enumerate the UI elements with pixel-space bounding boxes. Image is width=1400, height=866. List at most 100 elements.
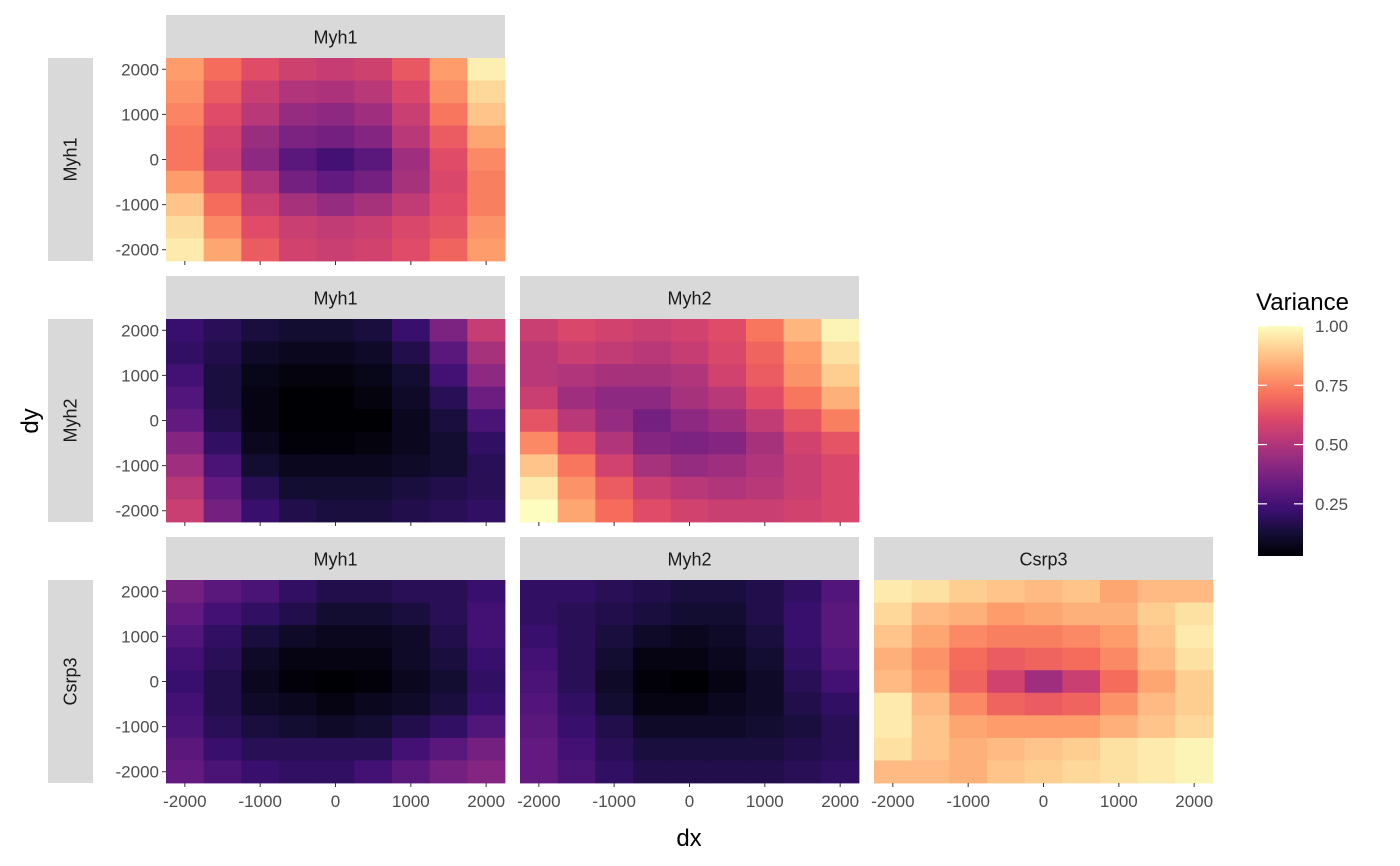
heatmap-tile (392, 103, 431, 127)
heatmap-tile (166, 80, 205, 104)
heatmap-tile (670, 580, 709, 603)
heatmap-tile (949, 625, 988, 649)
heatmap-tile (241, 580, 280, 603)
facet-column-strip (166, 537, 505, 580)
heatmap-tile (203, 580, 242, 603)
heatmap-tile (783, 454, 822, 478)
heatmap-tile (392, 602, 431, 626)
heatmap-tile (241, 238, 280, 262)
heatmap-tile (595, 476, 634, 500)
heatmap-tile (1100, 602, 1139, 626)
heatmap-tile (949, 715, 988, 739)
heatmap-tile (987, 715, 1026, 739)
heatmap-tile (874, 670, 913, 694)
heatmap-tile (783, 319, 822, 342)
heatmap-tile (1137, 760, 1176, 784)
y-tick-label: 0 (150, 673, 159, 692)
heatmap-tile (821, 341, 860, 365)
heatmap-tile (316, 647, 355, 671)
heatmap-tile (203, 170, 242, 194)
heatmap-tile (557, 409, 596, 433)
heatmap-tile (633, 454, 672, 478)
heatmap-tile (746, 431, 785, 455)
heatmap-tile (467, 364, 506, 388)
heatmap-tile (203, 238, 242, 262)
heatmap-tile (241, 476, 280, 500)
heatmap-tile (354, 454, 393, 478)
heatmap-tile (316, 103, 355, 127)
legend-tick-label: 1.00 (1315, 317, 1348, 336)
heatmap-tile (166, 580, 205, 603)
heatmap-tile (746, 737, 785, 761)
heatmap-tile (166, 692, 205, 716)
heatmap-tile (783, 715, 822, 739)
heatmap-tile (279, 125, 318, 149)
heatmap-tile (392, 692, 431, 716)
heatmap-tile (354, 476, 393, 500)
heatmap-tile (987, 602, 1026, 626)
heatmap-tile (557, 647, 596, 671)
heatmap-tile (429, 454, 468, 478)
heatmap-tile (783, 737, 822, 761)
heatmap-tile (203, 386, 242, 410)
heatmap-tile (595, 364, 634, 388)
heatmap-tile (633, 647, 672, 671)
heatmap-tile (670, 409, 709, 433)
heatmap-tile (1062, 647, 1101, 671)
heatmap-tile (557, 602, 596, 626)
heatmap-tile (633, 737, 672, 761)
heatmap-tile (708, 692, 747, 716)
heatmap-tile (520, 341, 559, 365)
heatmap-tile (203, 409, 242, 433)
heatmap-tile (821, 364, 860, 388)
heatmap-tile (316, 409, 355, 433)
legend-tick-label: 0.25 (1315, 495, 1348, 514)
heatmap-tile (429, 760, 468, 784)
heatmap-tile (1175, 625, 1214, 649)
heatmap-tile (987, 647, 1026, 671)
heatmap-tile (821, 580, 860, 603)
heatmap-tile (392, 170, 431, 194)
heatmap-tile (670, 647, 709, 671)
heatmap-tile (203, 215, 242, 239)
heatmap-tile (595, 454, 634, 478)
heatmap-tile (1062, 715, 1101, 739)
heatmap-tile (595, 647, 634, 671)
legend-tick-label: 0.50 (1315, 436, 1348, 455)
heatmap-tile (1024, 737, 1063, 761)
heatmap-tile (874, 760, 913, 784)
heatmap-tile (557, 364, 596, 388)
heatmap-tile (595, 431, 634, 455)
heatmap-tile (783, 692, 822, 716)
heatmap-tile (783, 625, 822, 649)
heatmap-tile (520, 580, 559, 603)
heatmap-tile (354, 737, 393, 761)
heatmap-tile (595, 319, 634, 342)
heatmap-tile (633, 692, 672, 716)
heatmap-tile (633, 670, 672, 694)
heatmap-tile (166, 431, 205, 455)
heatmap-tile (746, 409, 785, 433)
heatmap-tile (429, 580, 468, 603)
heatmap-tile (203, 625, 242, 649)
heatmap-tile (241, 715, 280, 739)
heatmap-tile (949, 692, 988, 716)
heatmap-tile (633, 409, 672, 433)
heatmap-tile (392, 499, 431, 523)
heatmap-tile (708, 409, 747, 433)
heatmap-tile (821, 670, 860, 694)
heatmap-tile (520, 670, 559, 694)
facet-column-label: Myh2 (667, 550, 711, 570)
heatmap-tile (595, 409, 634, 433)
heatmap-tile (429, 737, 468, 761)
heatmap-tile (166, 499, 205, 523)
heatmap-tile (392, 319, 431, 342)
y-tick-label: -2000 (116, 502, 159, 521)
heatmap-tile (557, 670, 596, 694)
facet-column-label: Myh2 (667, 289, 711, 309)
x-tick-label: 2000 (1175, 792, 1213, 811)
heatmap-tile (354, 692, 393, 716)
heatmap-tile (1137, 625, 1176, 649)
heatmap-tile (633, 319, 672, 342)
heatmap-tile (467, 760, 506, 784)
